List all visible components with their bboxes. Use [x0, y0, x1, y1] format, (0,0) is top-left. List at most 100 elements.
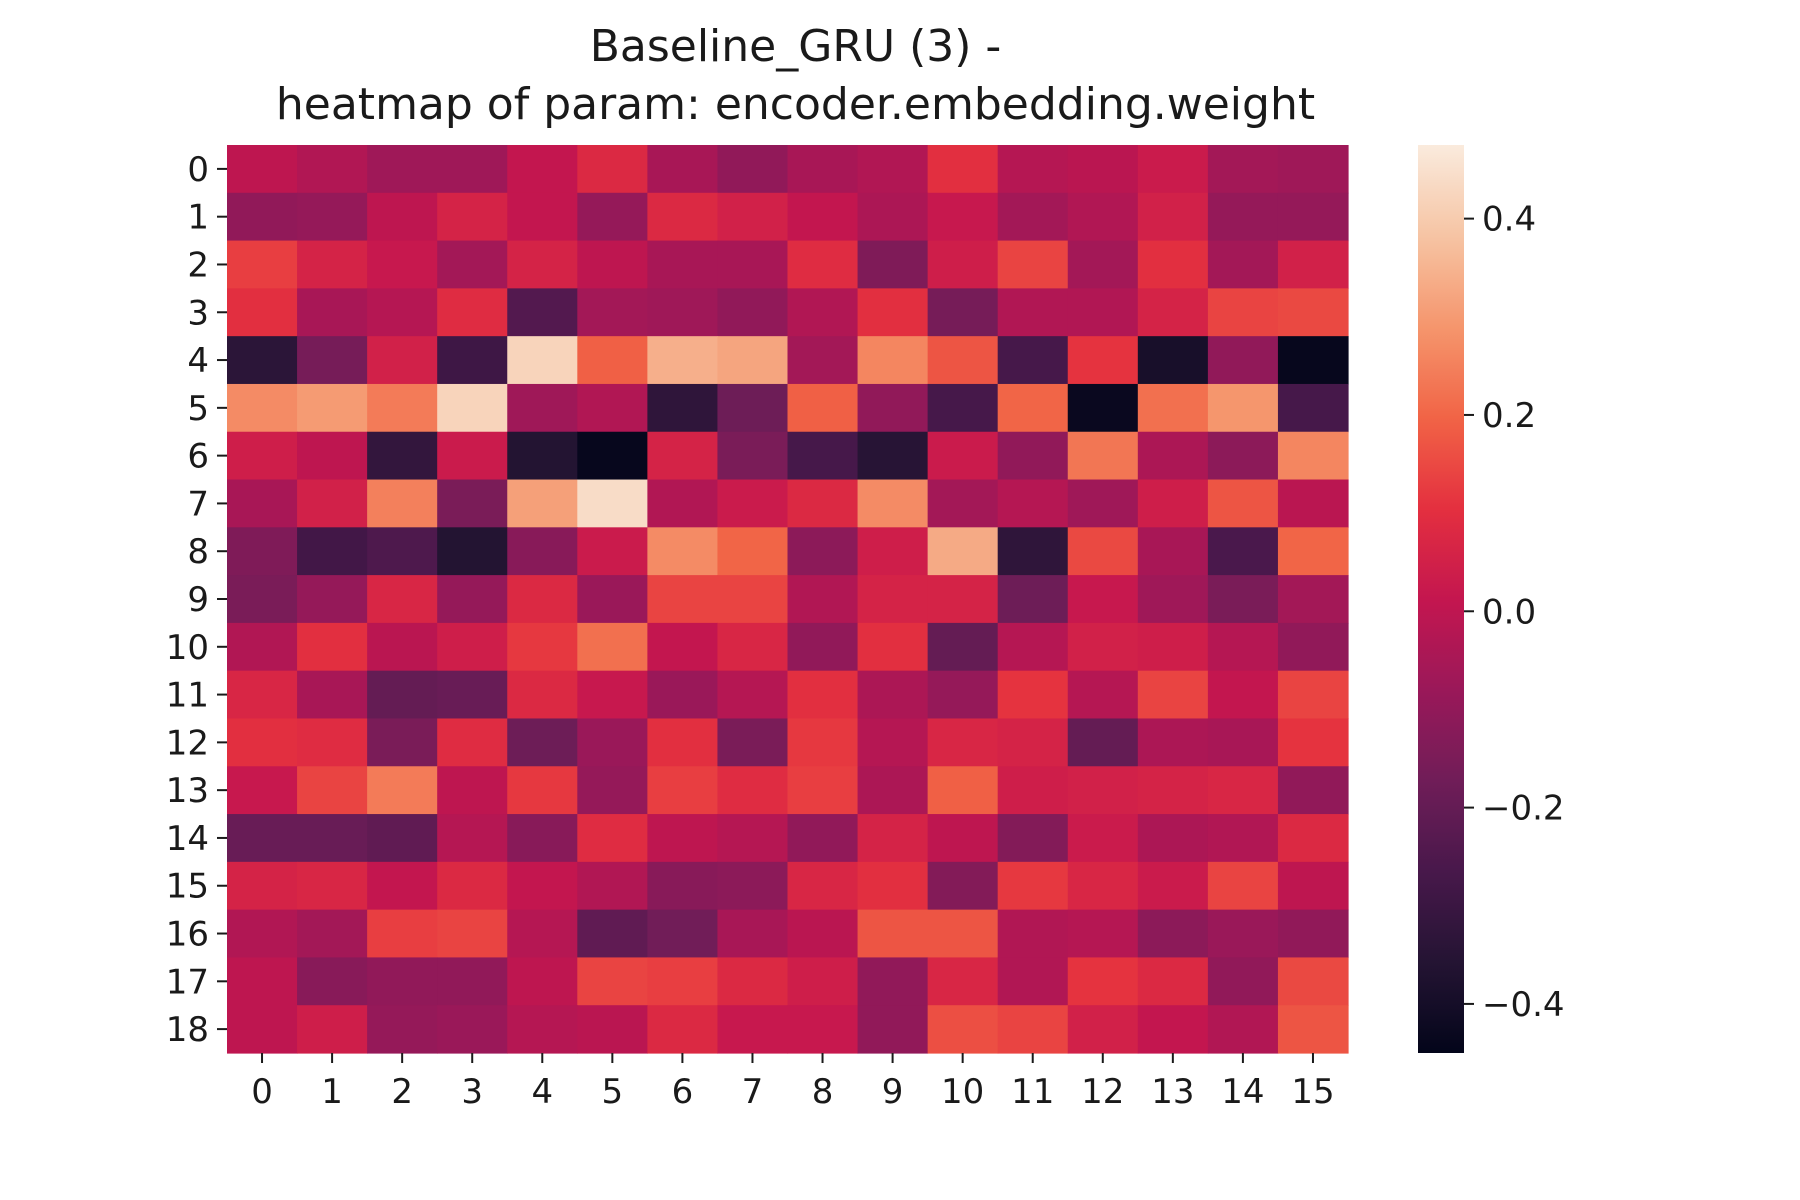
- heatmap-cell-r0-c2: [367, 145, 438, 194]
- heatmap-cell-r10-c7: [717, 622, 789, 672]
- heatmap-cell-r4-c8: [787, 336, 859, 385]
- heatmap-cell-r0-c0: [227, 145, 298, 194]
- heatmap-cell-r18-c6: [647, 1005, 719, 1054]
- heatmap-cell-r17-c2: [367, 957, 438, 1006]
- heatmap-cell-r2-c6: [647, 240, 719, 289]
- heatmap-cell-r6-c3: [437, 431, 508, 481]
- heatmap-cell-r15-c0: [227, 861, 298, 911]
- heatmap-cell-r4-c0: [227, 336, 298, 385]
- heatmap-cell-r5-c9: [857, 383, 929, 433]
- colorbar-tick-label: 0.0: [1482, 592, 1536, 632]
- heatmap-cell-r6-c9: [857, 431, 929, 481]
- heatmap-cell-r10-c11: [997, 622, 1069, 672]
- heatmap-cell-r6-c14: [1207, 431, 1279, 481]
- x-tick-label: 11: [1011, 1072, 1054, 1112]
- heatmap-cell-r14-c13: [1137, 814, 1209, 863]
- heatmap-cell-r4-c11: [997, 336, 1069, 385]
- heatmap-cell-r12-c11: [997, 718, 1069, 767]
- heatmap-cell-r4-c3: [437, 336, 508, 385]
- x-tick-label: 13: [1151, 1072, 1194, 1112]
- x-tick-label: 7: [742, 1072, 764, 1112]
- heatmap-cell-r4-c7: [717, 336, 789, 385]
- heatmap-cell-r1-c6: [647, 192, 719, 242]
- heatmap-cell-r18-c12: [1067, 1005, 1139, 1054]
- y-tick-label: 18: [166, 1010, 209, 1050]
- heatmap-cell-r18-c7: [717, 1005, 789, 1054]
- heatmap-cell-r0-c14: [1207, 145, 1279, 194]
- heatmap-cell-r14-c10: [927, 814, 999, 863]
- heatmap-cell-r9-c9: [857, 575, 929, 624]
- heatmap-cell-r2-c12: [1067, 240, 1139, 289]
- heatmap-cell-r12-c6: [647, 718, 719, 767]
- heatmap-cell-r15-c8: [787, 861, 859, 911]
- heatmap-cell-r0-c8: [787, 145, 859, 194]
- heatmap-cell-r0-c9: [857, 145, 929, 194]
- heatmap-cell-r14-c7: [717, 814, 789, 863]
- heatmap-cell-r4-c2: [367, 336, 438, 385]
- heatmap-cell-r5-c13: [1137, 383, 1209, 433]
- y-tick-label: 3: [187, 293, 209, 333]
- x-tick-label: 9: [882, 1072, 904, 1112]
- heatmap-cell-r2-c13: [1137, 240, 1209, 289]
- heatmap-cell-r11-c12: [1067, 670, 1139, 720]
- heatmap-cell-r9-c0: [227, 575, 298, 624]
- heatmap-cell-r1-c2: [367, 192, 438, 242]
- heatmap-cell-r1-c12: [1067, 192, 1139, 242]
- heatmap-cell-r15-c6: [647, 861, 719, 911]
- heatmap-cell-r17-c14: [1207, 957, 1279, 1006]
- y-tick-label: 10: [166, 628, 209, 668]
- heatmap-cell-r3-c0: [227, 288, 298, 337]
- heatmap-cell-r18-c15: [1277, 1005, 1349, 1054]
- heatmap-cell-r1-c14: [1207, 192, 1279, 242]
- y-tick-label: 12: [166, 723, 209, 763]
- heatmap-cell-r10-c12: [1067, 622, 1139, 672]
- heatmap-cell-r2-c5: [577, 240, 648, 289]
- heatmap-cell-r6-c7: [717, 431, 789, 481]
- x-tick-label: 5: [602, 1072, 624, 1112]
- heatmap-cell-r5-c0: [227, 383, 298, 433]
- heatmap-cell-r13-c9: [857, 766, 929, 815]
- heatmap-cell-r18-c14: [1207, 1005, 1279, 1054]
- heatmap-cell-r15-c13: [1137, 861, 1209, 911]
- heatmap-cell-r17-c3: [437, 957, 508, 1006]
- heatmap-cell-r0-c12: [1067, 145, 1139, 194]
- heatmap-cell-r8-c9: [857, 527, 929, 576]
- heatmap-cell-r0-c15: [1277, 145, 1349, 194]
- heatmap-cell-r9-c14: [1207, 575, 1279, 624]
- heatmap-cell-r12-c10: [927, 718, 999, 767]
- x-tick-label: 10: [941, 1072, 984, 1112]
- heatmap-cell-r7-c10: [927, 479, 999, 528]
- heatmap-cell-r1-c5: [577, 192, 648, 242]
- colorbar-tick-label: 0.4: [1482, 200, 1536, 240]
- y-tick-label: 11: [166, 676, 209, 716]
- heatmap-cell-r12-c13: [1137, 718, 1209, 767]
- heatmap-cell-r17-c13: [1137, 957, 1209, 1006]
- heatmap-cell-r17-c1: [297, 957, 368, 1006]
- heatmap-cell-r0-c5: [577, 145, 648, 194]
- heatmap-cell-r0-c13: [1137, 145, 1209, 194]
- y-tick-label: 14: [166, 819, 209, 859]
- heatmap-cell-r17-c6: [647, 957, 719, 1006]
- heatmap-cell-r8-c14: [1207, 527, 1279, 576]
- heatmap-cell-r16-c12: [1067, 909, 1139, 959]
- heatmap-cell-r7-c12: [1067, 479, 1139, 528]
- x-tick-label: 14: [1221, 1072, 1264, 1112]
- heatmap-cell-r11-c15: [1277, 670, 1349, 720]
- heatmap-cell-r13-c1: [297, 766, 368, 815]
- heatmap-cell-r3-c13: [1137, 288, 1209, 337]
- heatmap-cell-r12-c15: [1277, 718, 1349, 767]
- heatmap-cell-r15-c10: [927, 861, 999, 911]
- heatmap-cell-r16-c3: [437, 909, 508, 959]
- x-tick-label: 15: [1291, 1072, 1334, 1112]
- heatmap-cell-r9-c8: [787, 575, 859, 624]
- heatmap-cell-r4-c12: [1067, 336, 1139, 385]
- heatmap-cell-r16-c7: [717, 909, 789, 959]
- heatmap-cell-r6-c10: [927, 431, 999, 481]
- heatmap-cell-r15-c9: [857, 861, 929, 911]
- heatmap-cell-r16-c14: [1207, 909, 1279, 959]
- x-tick-label: 12: [1081, 1072, 1124, 1112]
- heatmap-cell-r10-c4: [507, 622, 578, 672]
- heatmap-cells: [227, 145, 1349, 1054]
- heatmap-cell-r9-c10: [927, 575, 999, 624]
